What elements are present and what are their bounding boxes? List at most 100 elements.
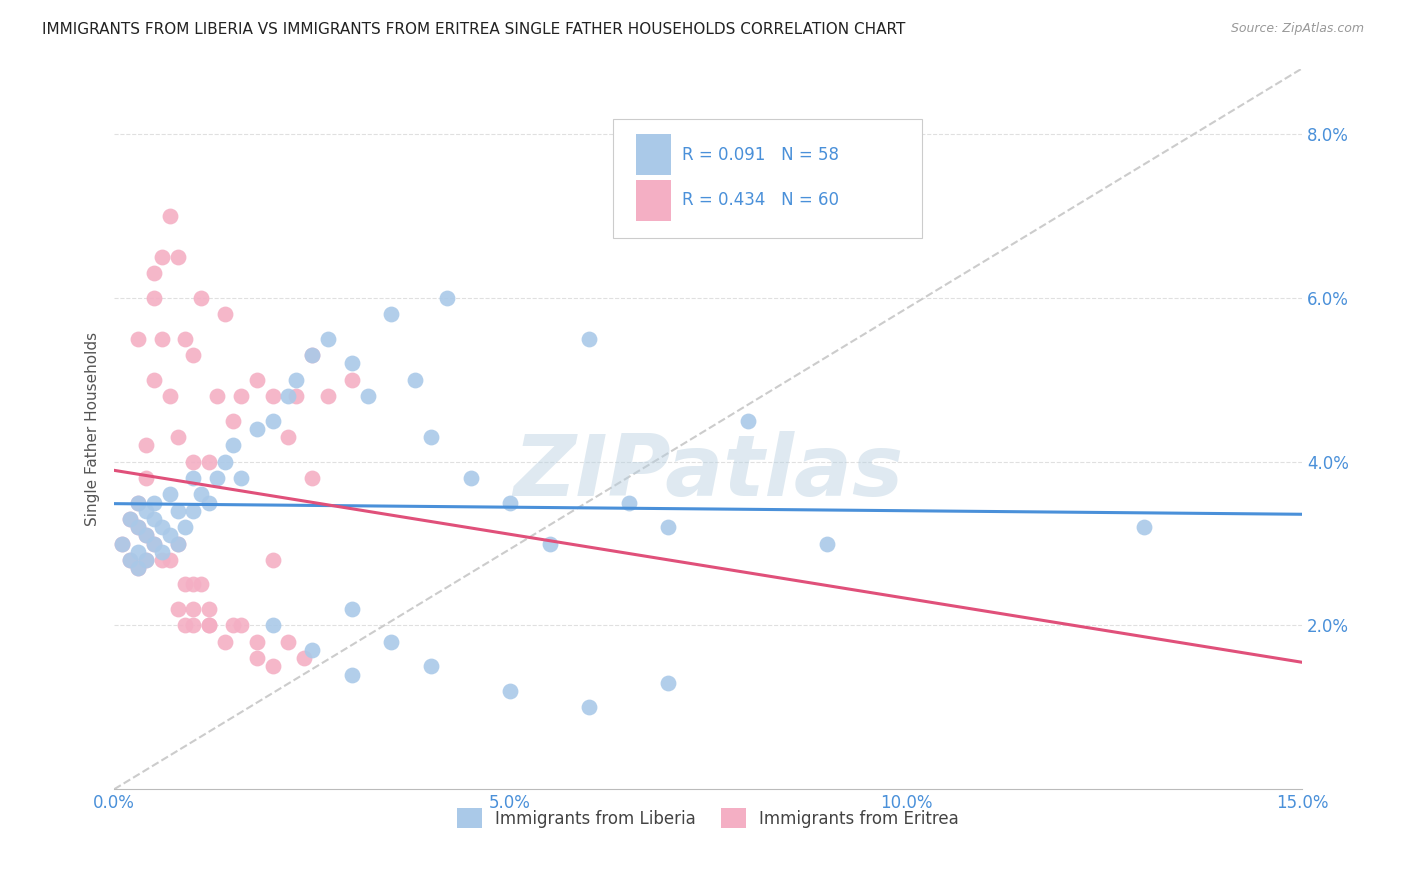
Point [460,471,482,485]
Point [214,455,236,469]
Point [657,675,679,690]
Point [118,512,141,526]
Point [229,618,252,632]
Point [166,602,188,616]
Text: R = 0.091   N = 58: R = 0.091 N = 58 [682,145,839,163]
Point [380,307,402,321]
Point [246,635,269,649]
Point [166,536,188,550]
Point [229,389,252,403]
Point [301,348,323,362]
Text: R = 0.434   N = 60: R = 0.434 N = 60 [682,191,839,209]
Point [142,536,165,550]
FancyBboxPatch shape [636,134,671,175]
Point [142,512,165,526]
Point [737,414,759,428]
Point [205,471,228,485]
Point [166,536,188,550]
Point [150,332,173,346]
Point [316,332,339,346]
Point [183,471,205,485]
Point [183,618,205,632]
Point [214,307,236,321]
Point [404,373,426,387]
Point [190,487,212,501]
Point [174,577,197,591]
Point [127,495,149,509]
Point [262,659,284,673]
Point [198,618,221,632]
Point [127,561,149,575]
Point [118,553,141,567]
Point [159,209,181,223]
Point [127,520,149,534]
Point [262,389,284,403]
Point [262,618,284,632]
Point [183,577,205,591]
Point [617,495,640,509]
Point [277,430,299,444]
Point [127,561,149,575]
Point [150,520,173,534]
Point [277,389,299,403]
FancyBboxPatch shape [636,179,671,220]
Point [111,536,134,550]
Point [1132,520,1154,534]
Point [190,577,212,591]
Point [246,422,269,436]
Point [285,373,308,387]
Point [159,553,181,567]
Point [198,602,221,616]
Point [340,667,363,681]
Text: ZIPatlas: ZIPatlas [513,431,903,514]
Point [135,528,157,542]
Point [142,266,165,280]
Point [142,373,165,387]
Point [340,373,363,387]
Point [499,495,522,509]
Point [205,389,228,403]
Point [198,495,221,509]
Y-axis label: Single Father Households: Single Father Households [86,332,100,526]
Point [135,553,157,567]
Point [174,618,197,632]
Point [499,684,522,698]
Point [222,438,245,452]
Point [578,700,600,714]
Point [183,348,205,362]
FancyBboxPatch shape [613,119,922,238]
Point [183,455,205,469]
Point [150,545,173,559]
Point [222,618,245,632]
Point [127,520,149,534]
Legend: Immigrants from Liberia, Immigrants from Eritrea: Immigrants from Liberia, Immigrants from… [450,801,966,835]
Point [380,635,402,649]
Point [246,373,269,387]
Point [292,651,315,665]
Point [135,528,157,542]
Point [419,430,441,444]
Point [229,471,252,485]
Point [198,618,221,632]
Text: Source: ZipAtlas.com: Source: ZipAtlas.com [1230,22,1364,36]
Point [277,635,299,649]
Point [174,332,197,346]
Point [135,504,157,518]
Point [118,512,141,526]
Point [183,602,205,616]
Point [815,536,838,550]
Point [340,356,363,370]
Point [301,348,323,362]
Point [340,602,363,616]
Point [285,389,308,403]
Point [166,250,188,264]
Point [316,389,339,403]
Point [174,520,197,534]
Point [159,389,181,403]
Point [436,291,458,305]
Point [222,414,245,428]
Point [159,528,181,542]
Point [198,455,221,469]
Point [246,651,269,665]
Point [301,471,323,485]
